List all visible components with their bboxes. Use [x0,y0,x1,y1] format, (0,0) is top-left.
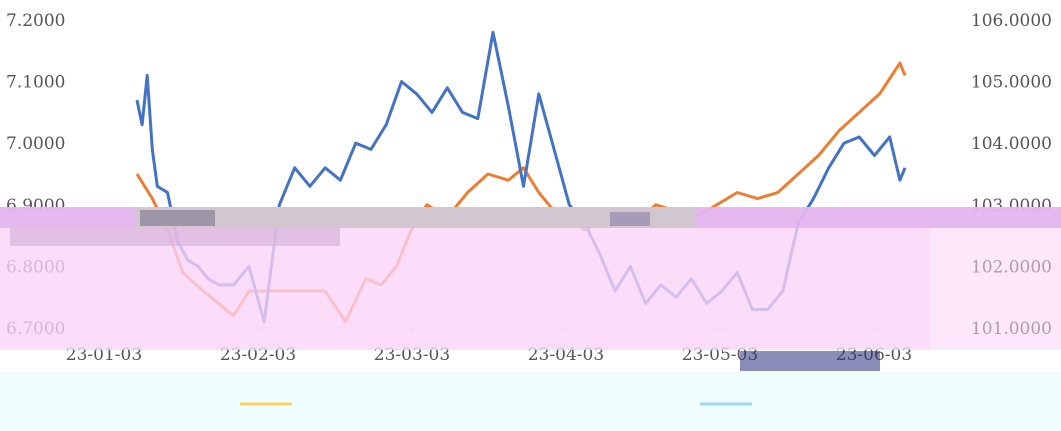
glitch-block-pink [0,228,930,350]
right-tick-label: 105.0000 [971,73,1052,93]
left-tick-label: 7.2000 [6,11,65,31]
glitch-band-gray [135,207,695,227]
render-glitch-overlay [0,207,1061,431]
glitch-legend-band [0,372,1061,431]
glitch-block-pink-right [930,228,1061,350]
glitch-noise-2 [610,212,650,226]
glitch-noise-3 [740,351,880,371]
right-tick-label: 106.0000 [971,11,1052,31]
glitch-noise-1 [140,210,215,226]
right-tick-label: 104.0000 [971,134,1052,154]
glitch-strip-dark [10,228,340,246]
left-tick-label: 7.0000 [6,134,65,154]
left-tick-label: 7.1000 [6,73,65,93]
